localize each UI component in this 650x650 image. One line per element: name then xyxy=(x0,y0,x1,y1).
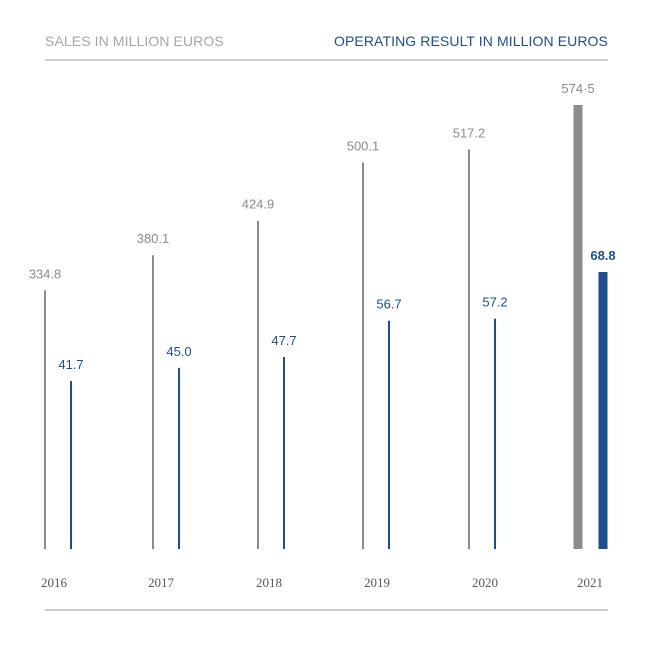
top-divider xyxy=(45,59,608,61)
year-label-2016: 2016 xyxy=(41,575,68,590)
sales-value-label-2019: 500.1 xyxy=(347,138,380,153)
operating-result-value-label-2018: 47.7 xyxy=(271,333,296,348)
year-label-2018: 2018 xyxy=(256,575,282,590)
sales-series-title: SALES IN MILLION EUROS xyxy=(45,33,224,49)
sales-value-label-2017: 380.1 xyxy=(137,231,170,246)
sales-bar-2016 xyxy=(44,290,46,549)
sales-value-label-2021: 574·5 xyxy=(561,81,594,96)
operating-result-value-label-2020: 57.2 xyxy=(482,295,507,310)
sales-value-label-2016: 334.8 xyxy=(29,266,62,281)
year-label-2017: 2017 xyxy=(148,575,175,590)
operating-result-bar-2021 xyxy=(598,272,608,549)
sales-bar-2020 xyxy=(468,149,470,550)
operating-result-bar-2020 xyxy=(494,318,496,549)
operating-result-value-label-2019: 56.7 xyxy=(376,297,401,312)
sales-value-label-2018: 424.9 xyxy=(242,197,275,212)
year-label-2020: 2020 xyxy=(472,575,498,590)
operating-result-value-label-2017: 45.0 xyxy=(166,344,191,359)
operating-result-bar-2017 xyxy=(178,367,180,549)
operating-result-bar-2018 xyxy=(283,356,285,549)
operating-result-bar-2016 xyxy=(70,381,72,549)
operating-result-bar-2019 xyxy=(388,320,390,549)
sales-value-label-2020: 517.2 xyxy=(453,125,486,140)
sales-bar-2021 xyxy=(573,105,583,549)
operating-result-value-label-2021: 68.8 xyxy=(590,248,615,263)
sales-bar-2018 xyxy=(257,220,259,550)
sales-bar-2017 xyxy=(152,255,154,549)
bottom-divider xyxy=(45,609,608,611)
year-label-2019: 2019 xyxy=(364,575,390,590)
operating-result-value-label-2016: 41.7 xyxy=(58,357,83,372)
operating-result-series-title: OPERATING RESULT IN MILLION EUROS xyxy=(333,33,608,49)
sales-bar-2019 xyxy=(362,162,364,549)
year-label-2021: 2021 xyxy=(577,575,603,590)
